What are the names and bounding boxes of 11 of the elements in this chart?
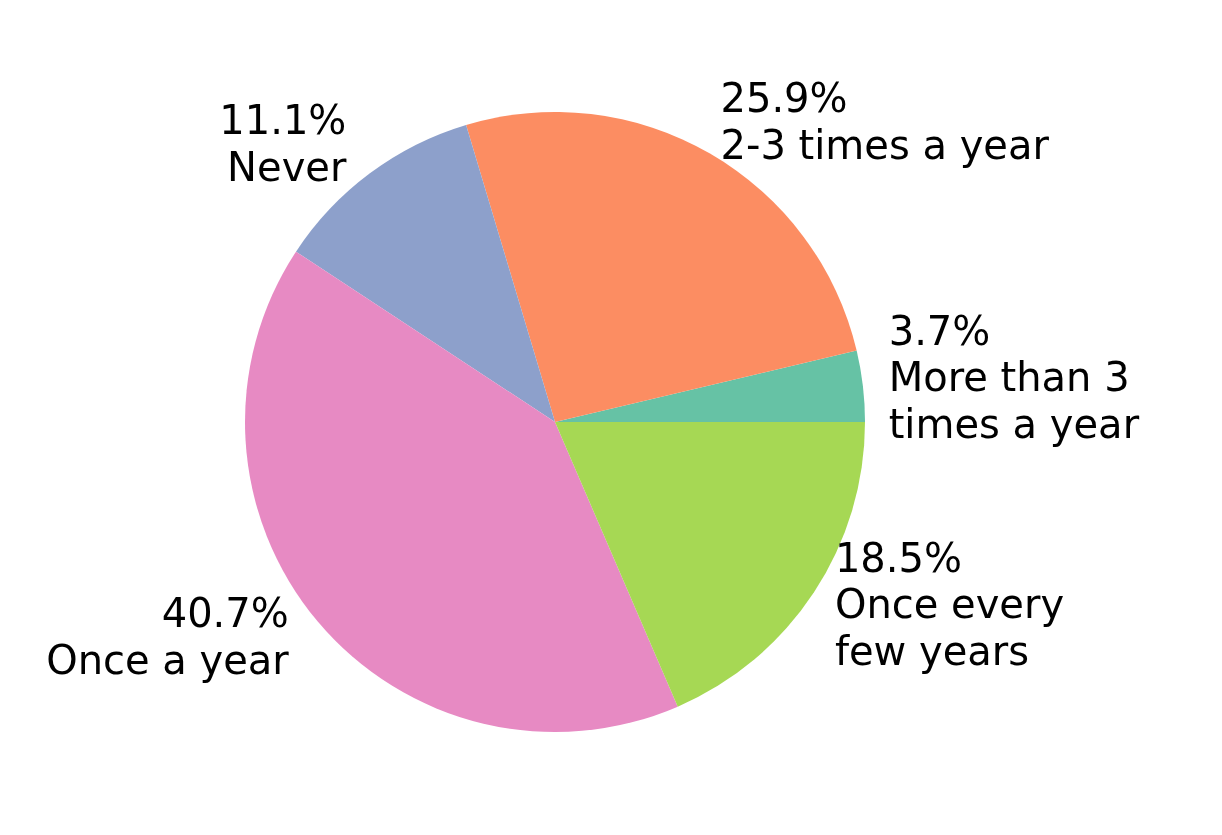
data-label: 3.7%	[888, 307, 991, 354]
data-label: 25.9%	[720, 75, 848, 122]
data-label: 11.1%	[219, 97, 347, 144]
slice-label: Once every few years	[834, 581, 1065, 675]
slice-label: Once a year	[46, 636, 290, 683]
pie-slice	[555, 350, 865, 422]
data-label: 40.7%	[161, 589, 289, 636]
slice-label: More than 3 times a year	[888, 354, 1140, 448]
slice-label: Never	[227, 143, 347, 190]
data-label: 18.5%	[834, 534, 962, 581]
slice-label: 2-3 times a year	[720, 122, 1050, 169]
